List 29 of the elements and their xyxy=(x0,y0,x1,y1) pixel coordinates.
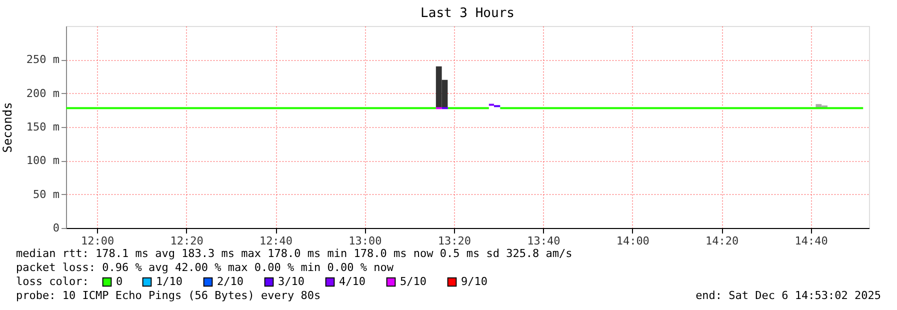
y-axis-title: Seconds xyxy=(0,102,14,153)
text: probe: 10 ICMP Echo Pings (56 Bytes) every 80s xyxy=(16,289,321,302)
x-tick-label: 12:00 xyxy=(80,234,114,248)
x-tick-label: 12:40 xyxy=(259,234,293,248)
x-tick-label: 13:40 xyxy=(527,234,560,248)
legend-label: 3/10 xyxy=(278,275,304,288)
x-tick-label: 12:20 xyxy=(170,234,204,248)
y-tick-label: 200 m xyxy=(26,86,60,100)
text: median rtt: 178.1 ms avg 183.3 ms max 178.0 ms min 178.0 ms now 0.5 ms sd 325.8 am/s xyxy=(16,247,572,260)
legend-label: 9/10 xyxy=(461,275,488,288)
y-tick-label: 150 m xyxy=(26,120,60,134)
y-tick-label: 250 m xyxy=(26,53,60,66)
y-tick-label: 50 m xyxy=(33,188,60,201)
text: packet loss: 0.96 % avg 42.00 % max 0.00 % min 0.00 % now xyxy=(16,261,394,274)
x-tick-label: 13:20 xyxy=(438,234,471,248)
legend-label: 1/10 xyxy=(156,275,182,288)
y-tick-label: 100 m xyxy=(26,154,60,168)
legend-title: loss color: xyxy=(16,275,89,288)
x-tick-label: 13:00 xyxy=(348,234,382,248)
legend-label: 2/10 xyxy=(217,275,244,288)
text: end: Sat Dec 6 14:53:02 2025 xyxy=(696,289,881,302)
legend-label: 0 xyxy=(116,275,123,288)
legend-label: 5/10 xyxy=(400,275,426,288)
x-tick-label: 14:40 xyxy=(794,234,828,248)
x-tick-label: 14:20 xyxy=(706,234,739,248)
legend-label: 4/10 xyxy=(339,275,366,288)
chart-title: Last 3 Hours xyxy=(420,6,514,21)
y-tick-label: 0 xyxy=(52,222,60,234)
x-tick-label: 14:00 xyxy=(616,234,650,248)
